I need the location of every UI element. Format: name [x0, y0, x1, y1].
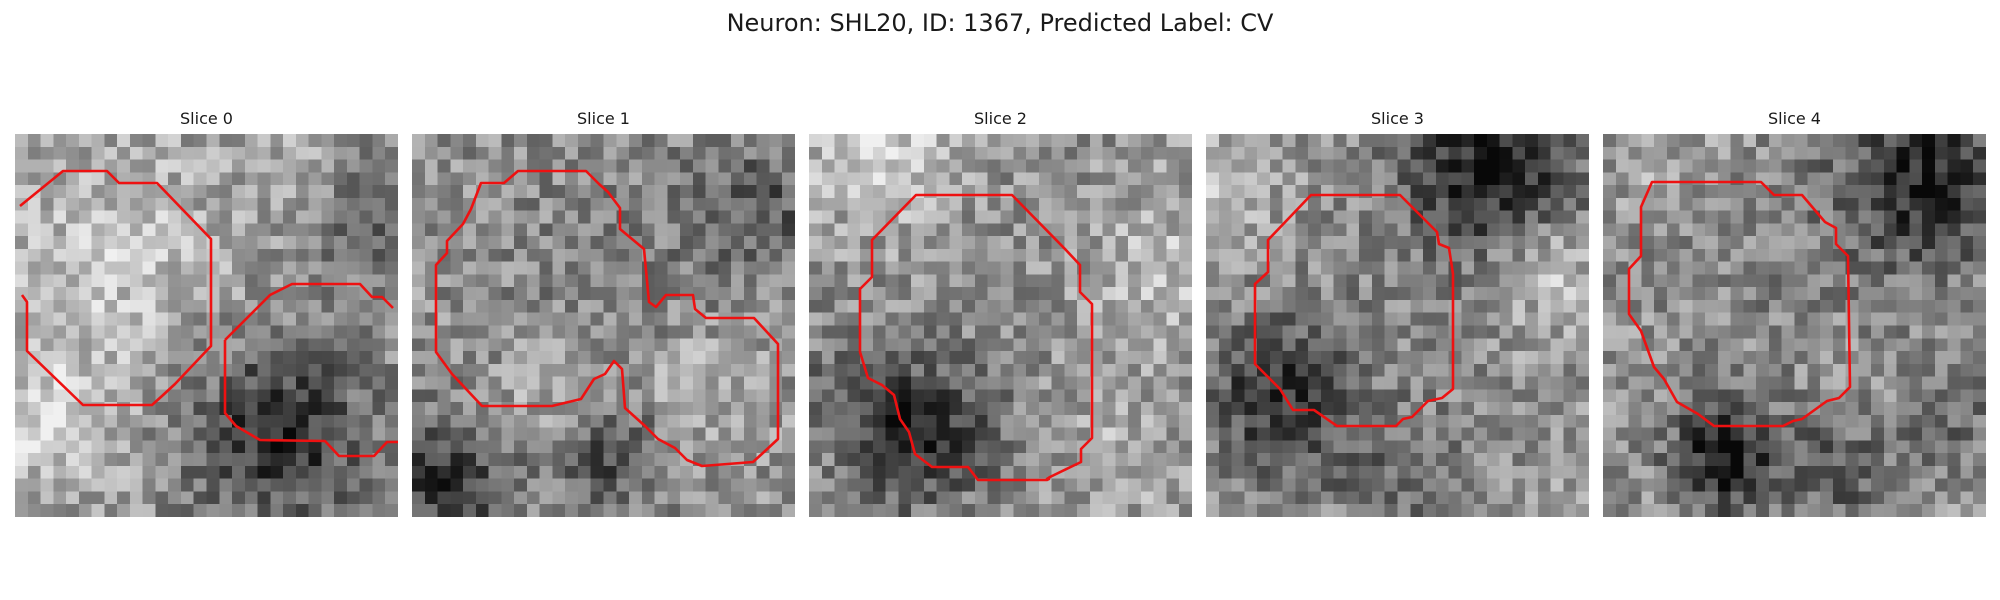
grayscale-patch — [15, 134, 398, 517]
slice-title: Slice 2 — [974, 109, 1027, 128]
slice-title: Slice 0 — [180, 109, 233, 128]
slice-panel-3: Slice 3 — [1206, 108, 1589, 517]
slice-panel-2: Slice 2 — [809, 108, 1192, 517]
slice-panel-4: Slice 4 — [1603, 108, 1986, 517]
roi-contour — [1627, 180, 1852, 428]
slice-image — [1206, 134, 1589, 517]
slice-title: Slice 4 — [1768, 109, 1821, 128]
roi-contour — [858, 193, 1094, 482]
slice-image — [1603, 134, 1986, 517]
slice-title: Slice 3 — [1371, 109, 1424, 128]
roi-contour — [434, 169, 780, 468]
grayscale-patch — [809, 134, 1192, 517]
slice-image — [809, 134, 1192, 517]
grayscale-patch — [1206, 134, 1589, 517]
figure-title: Neuron: SHL20, ID: 1367, Predicted Label… — [726, 9, 1274, 37]
roi-contour — [19, 169, 398, 458]
slice-panel-1: Slice 1 — [412, 108, 795, 517]
slice-panel-0: Slice 0 — [15, 108, 398, 517]
slice-image — [412, 134, 795, 517]
roi-contour — [1253, 193, 1455, 428]
slice-title: Slice 1 — [577, 109, 630, 128]
grayscale-patch — [1603, 134, 1986, 517]
slice-image — [15, 134, 398, 517]
